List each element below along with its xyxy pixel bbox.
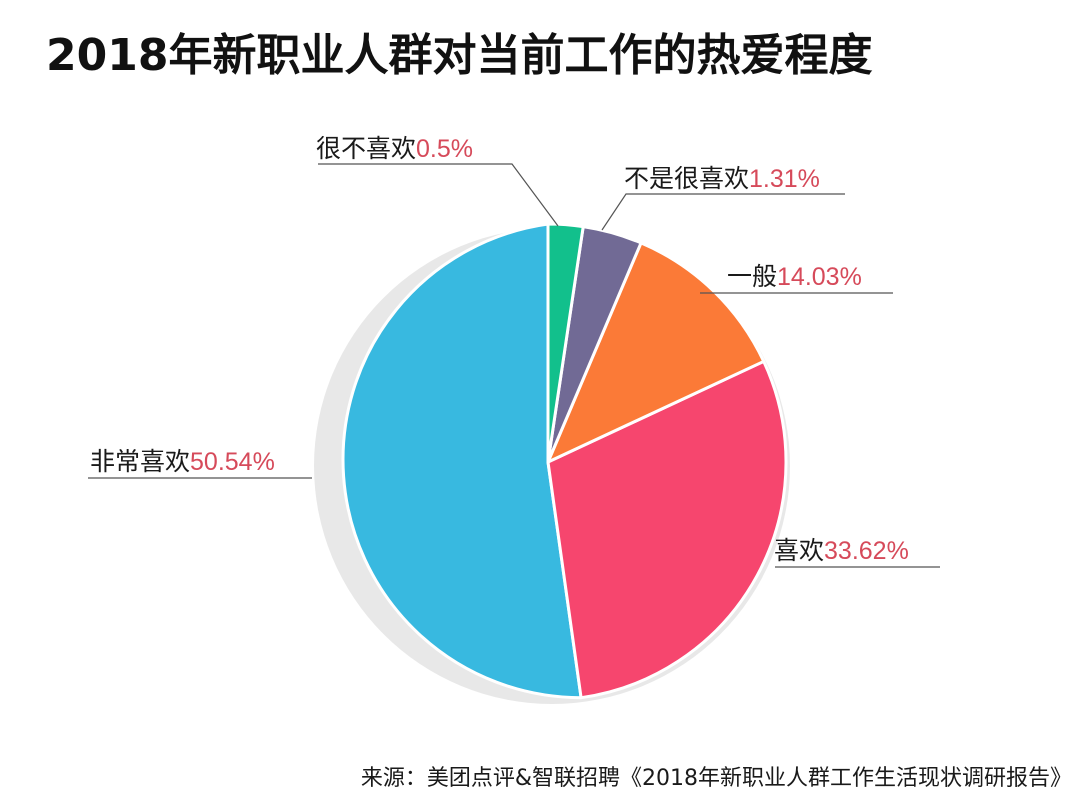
slice-neutral[interactable] <box>546 241 766 464</box>
label-percent: 50.54% <box>190 448 275 476</box>
leader-line-dislike <box>318 163 559 227</box>
leader-line-not-really <box>601 193 845 231</box>
label-very-much: 非常喜欢50.54% <box>90 447 275 477</box>
label-category: 喜欢 <box>774 536 825 565</box>
label-percent: 1.31% <box>749 165 820 193</box>
label-percent: 0.5% <box>416 135 473 163</box>
label-not-really: 不是很喜欢1.31% <box>624 164 820 194</box>
leader-lines <box>88 163 940 568</box>
label-percent: 33.62% <box>824 537 909 565</box>
source-note: 来源：美团点评&智联招聘《2018年新职业人群工作生活现状调研报告》 <box>360 766 1072 791</box>
slice-dislike[interactable] <box>546 222 585 464</box>
label-percent: 14.03% <box>777 263 862 291</box>
pie-slices <box>341 222 788 700</box>
label-category: 非常喜欢 <box>90 447 191 476</box>
slice-very-much[interactable] <box>341 222 583 700</box>
slice-like[interactable] <box>546 359 788 700</box>
label-like: 喜欢33.62% <box>774 536 909 566</box>
label-dislike: 很不喜欢0.5% <box>316 134 473 164</box>
label-category: 一般 <box>727 262 778 291</box>
label-category: 很不喜欢 <box>316 134 417 163</box>
label-category: 不是很喜欢 <box>624 164 750 193</box>
label-neutral: 一般14.03% <box>727 262 862 292</box>
chart-title: 2018年新职业人群对当前工作的热爱程度 <box>46 30 873 81</box>
